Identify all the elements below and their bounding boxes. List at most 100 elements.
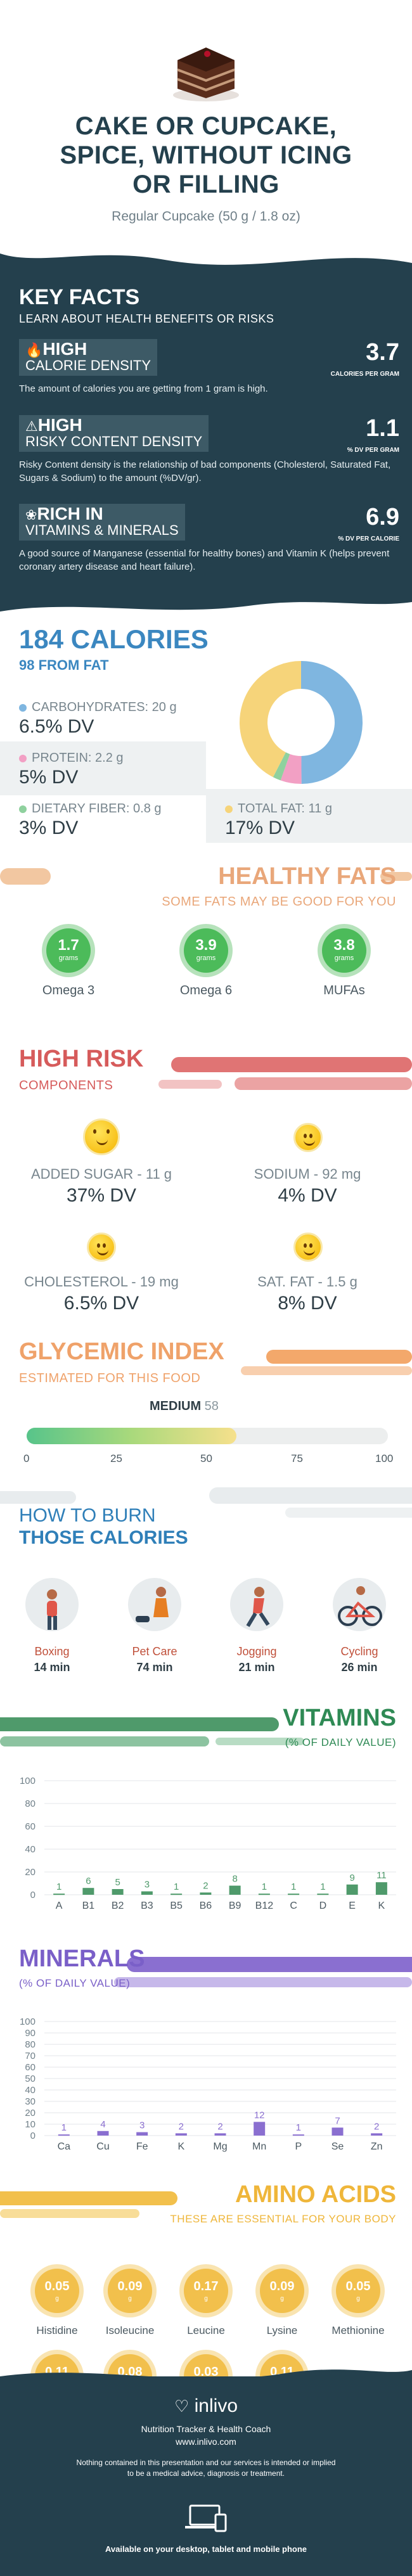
bar-c xyxy=(288,1894,300,1895)
bar-e xyxy=(346,1884,358,1895)
y-tick-label: 60 xyxy=(25,2062,35,2073)
warning-icon: ⚠ xyxy=(25,418,38,434)
minerals-stripes xyxy=(114,1957,412,1987)
fact-value: 3.7 xyxy=(366,339,399,366)
risk-sodium: SODIUM - 92 mg 4% DV xyxy=(254,1166,361,1206)
bar-cu xyxy=(97,2131,109,2136)
x-tick-label: B5 xyxy=(170,1900,183,1911)
bar-a xyxy=(53,1894,65,1895)
high-risk-subtitle: COMPONENTS xyxy=(19,1079,113,1093)
activity-boxing: Boxing 14 min xyxy=(14,1578,90,1674)
fiber-stat: DIETARY FIBER: 0.8 g 3% DV xyxy=(19,802,162,838)
amino-circle: 0.09 g xyxy=(255,2264,309,2317)
devices-icon xyxy=(184,2503,228,2538)
bar-value-label: 2 xyxy=(203,1880,208,1891)
fact-description: Risky Content density is the relationshi… xyxy=(19,459,391,484)
fact-level: HIGH xyxy=(37,415,82,435)
bar-value-label: 3 xyxy=(145,1880,150,1890)
amino-circle: 0.09 g xyxy=(103,2264,157,2317)
footer-disclaimer: Nothing contained in this presentation a… xyxy=(76,2458,336,2478)
amino-name: Histidine xyxy=(36,2324,78,2336)
vitamins-stripes xyxy=(0,1717,304,1746)
bar-value-label: 1 xyxy=(296,2122,301,2133)
fat-stat: TOTAL FAT: 11 g 17% DV xyxy=(225,802,332,838)
y-tick-label: 30 xyxy=(25,2096,35,2107)
footer-brand: ♡ inlivo xyxy=(174,2395,238,2416)
x-tick-label: B9 xyxy=(229,1900,241,1911)
fact-unit: % DV PER CALORIE xyxy=(338,535,399,542)
vitamins-chart: 0 20 40 60 80 100 1 A 6 B1 5 B2 3 B3 1 B5 2 B6 8 B9 1 B12 1 C 1 D… xyxy=(20,1776,396,1911)
fat-box xyxy=(206,789,412,843)
bar-p xyxy=(292,2134,304,2136)
minerals-subtitle: (% OF DAILY VALUE) xyxy=(19,1977,131,1989)
y-tick-label: 40 xyxy=(25,1844,35,1855)
fact-vitamins-minerals: ❀RICH IN VITAMINS & MINERALS 6.9 % DV PER… xyxy=(19,504,399,574)
footer-url[interactable]: www.inlivo.com xyxy=(176,2437,236,2447)
glycemic-stripes xyxy=(241,1350,412,1375)
bar-b5 xyxy=(171,1894,183,1895)
leaf-icon: ❀ xyxy=(25,507,37,523)
glycemic-track xyxy=(27,1428,388,1444)
bar-b12 xyxy=(258,1894,270,1895)
jogging-icon xyxy=(230,1578,283,1631)
y-tick-label: 10 xyxy=(25,2119,35,2130)
smiley-icon xyxy=(293,1233,323,1262)
x-tick-label: K xyxy=(177,2141,184,2152)
risk-sat-fat: SAT. FAT - 1.5 g 8% DV xyxy=(257,1274,357,1314)
bar-value-label: 3 xyxy=(139,2120,145,2131)
fat-dv: 17% DV xyxy=(225,817,295,838)
bar-b1 xyxy=(82,1888,94,1895)
amino-circle: 0.05 g xyxy=(30,2264,84,2317)
bar-value-label: 6 xyxy=(86,1876,91,1887)
amino-isoleucine: 0.09 g Isoleucine xyxy=(92,2264,168,2337)
carbs-dv: 6.5% DV xyxy=(19,716,94,737)
activity-cycling: Cycling 26 min xyxy=(321,1578,397,1674)
burn-title-2: THOSE CALORIES xyxy=(19,1527,188,1548)
bar-value-label: 11 xyxy=(377,1870,387,1881)
fact-unit: % DV PER GRAM xyxy=(347,447,399,454)
amino-name: Isoleucine xyxy=(105,2324,155,2336)
flame-icon: 🔥 xyxy=(25,342,43,358)
x-tick-label: Mg xyxy=(213,2141,227,2152)
bar-value-label: 1 xyxy=(320,1881,325,1892)
fact-description: The amount of calories you are getting f… xyxy=(19,383,268,394)
burn-stripes xyxy=(0,1487,412,1518)
glycemic-title: GLYCEMIC INDEX xyxy=(19,1338,224,1365)
y-tick-label: 0 xyxy=(30,1890,35,1900)
bar-value-label: 9 xyxy=(349,1873,354,1883)
y-tick-label: 80 xyxy=(25,1798,35,1809)
risk-stripes xyxy=(158,1057,412,1090)
y-tick-label: 70 xyxy=(25,2051,35,2061)
carbs-stat: CARBOHYDRATES: 20 g 6.5% DV xyxy=(19,700,177,737)
glycemic-fill xyxy=(27,1428,236,1444)
healthy-fats-subtitle: SOME FATS MAY BE GOOD FOR YOU xyxy=(162,895,396,909)
omega6-circle: 3.9 grams xyxy=(184,928,228,973)
fat-dot xyxy=(225,805,233,813)
glycemic-value: 58 xyxy=(204,1399,219,1413)
pet-care-icon xyxy=(128,1578,181,1631)
omega3-label: Omega 3 xyxy=(42,984,95,997)
calories-from-fat: 98 FROM FAT xyxy=(19,657,109,673)
protein-dot xyxy=(19,754,27,762)
bar-value-label: 1 xyxy=(291,1881,296,1892)
bar-ca xyxy=(58,2134,70,2136)
bar-mn xyxy=(254,2122,266,2136)
bar-b6 xyxy=(200,1892,212,1895)
donut-protein xyxy=(240,661,363,784)
minerals-chart: 01020304050607080901001Ca4Cu3Fe2K2Mg12Mn… xyxy=(20,2016,396,2152)
amino-subtitle: THESE ARE ESSENTIAL FOR YOUR BODY xyxy=(170,2213,396,2225)
bar-value-label: 1 xyxy=(56,1881,61,1892)
bar-zn xyxy=(371,2133,383,2136)
x-tick-label: B3 xyxy=(141,1900,153,1911)
fact-label: VITAMINS & MINERALS xyxy=(25,522,179,538)
footer-available: Available on your desktop, tablet and mo… xyxy=(105,2544,307,2554)
fact-level: HIGH xyxy=(42,339,87,359)
fact-label: CALORIE DENSITY xyxy=(25,357,151,373)
activity-jogging: Jogging 21 min xyxy=(219,1578,295,1674)
amino-name: Leucine xyxy=(187,2324,225,2336)
bar-value-label: 12 xyxy=(254,2110,265,2120)
fiber-dv: 3% DV xyxy=(19,817,79,838)
risk-added-sugar: ADDED SUGAR - 11 g 37% DV xyxy=(30,1166,172,1206)
fact-description: A good source of Manganese (essential fo… xyxy=(19,548,390,572)
y-tick-label: 20 xyxy=(25,2108,35,2118)
